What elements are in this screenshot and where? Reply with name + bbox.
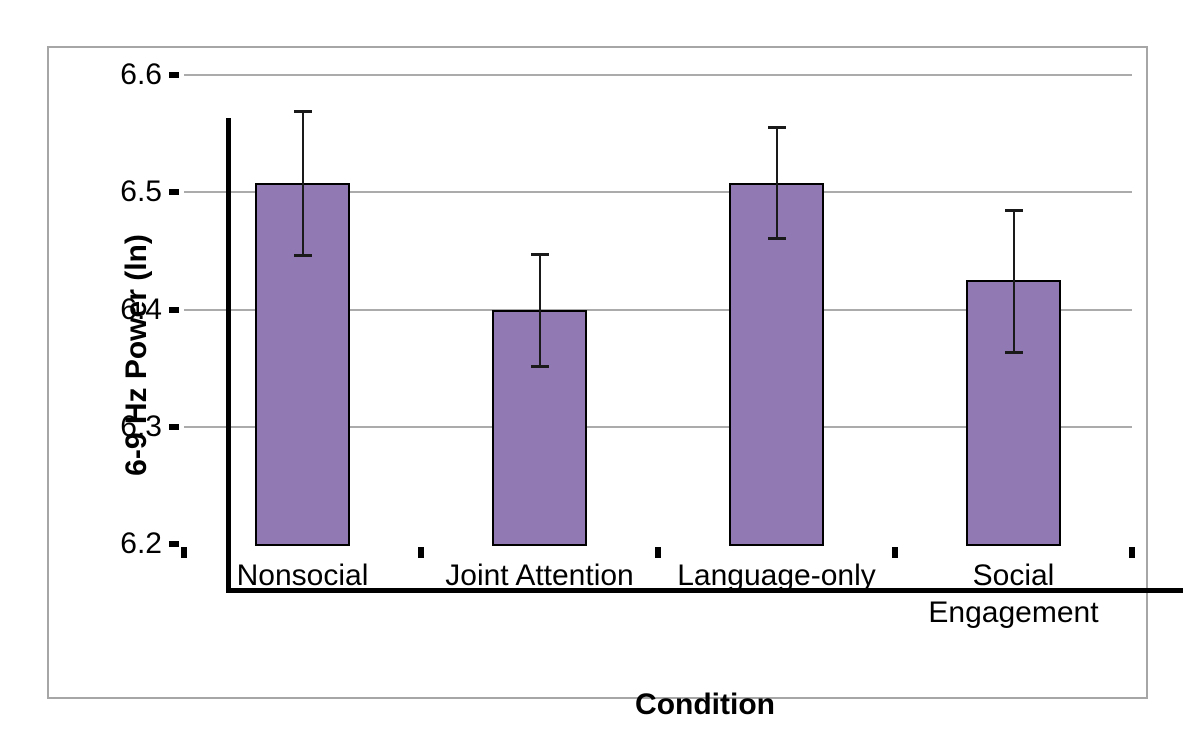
y-tick-label: 6.6: [120, 58, 162, 91]
gridline: [184, 308, 1132, 311]
error-bar-line: [538, 254, 541, 367]
error-bar-cap-bottom: [530, 364, 549, 368]
plot-area: 6.2 6.3 6.4 6.5 6.6 Nonsocial Joint Attention L…: [49, 48, 1146, 697]
error-bar-line: [775, 126, 778, 240]
bar: [492, 309, 587, 546]
y-tick-label: 6.2: [120, 527, 162, 560]
y-tick-label: 6.3: [120, 409, 162, 443]
x-tick: [892, 547, 898, 558]
error-bar-cap-top: [1004, 208, 1023, 212]
y-axis-line: [226, 118, 231, 593]
error-bar-cap-bottom: [1004, 350, 1023, 354]
chart-frame: 6.2 6.3 6.4 6.5 6.6 Nonsocial Joint Attention L…: [47, 46, 1183, 721]
y-tick-label: 6.5: [120, 175, 162, 209]
gridline: [184, 74, 1132, 76]
y-tick: [169, 423, 179, 430]
x-tick: [655, 547, 661, 558]
bar: [729, 183, 824, 546]
y-tick: [169, 541, 179, 547]
y-tick: [169, 189, 179, 196]
x-tick: [418, 547, 424, 558]
x-tick: [1129, 547, 1135, 558]
x-axis-line: [226, 588, 1183, 593]
category-label: Language-only: [677, 559, 876, 592]
error-bar-cap-bottom: [767, 237, 786, 241]
error-bar-cap-top: [530, 253, 549, 257]
y-tick: [169, 306, 179, 313]
y-tick-label: 6.4: [120, 292, 162, 326]
error-bar-cap-bottom: [293, 253, 312, 257]
category-label: Joint Attention: [445, 559, 634, 592]
gridline: [184, 425, 1132, 428]
category-label: Social Engagement: [928, 559, 1099, 629]
error-bar-line: [1012, 209, 1015, 353]
x-axis-title: Condition: [635, 688, 775, 721]
error-bar-cap-top: [293, 110, 312, 114]
category-label: Nonsocial: [236, 559, 369, 592]
y-tick: [169, 72, 179, 78]
y-axis-title: 6-9 Hz Power (ln): [120, 234, 153, 476]
error-bar-line: [301, 111, 304, 256]
gridline: [184, 191, 1132, 194]
x-tick: [181, 547, 187, 558]
error-bar-cap-top: [767, 125, 786, 129]
